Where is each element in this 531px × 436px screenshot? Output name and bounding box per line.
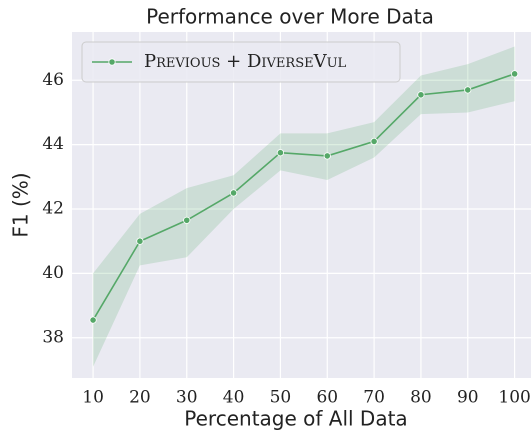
- y-tick-label: 38: [42, 327, 64, 347]
- x-tick-label: 50: [270, 388, 292, 408]
- legend-point: [108, 58, 116, 66]
- x-tick-label: 10: [82, 388, 104, 408]
- point: [136, 237, 144, 245]
- point: [323, 152, 331, 160]
- y-axis-label: F1 (%): [9, 172, 33, 237]
- point: [89, 316, 97, 324]
- point: [417, 91, 425, 99]
- y-tick-label: 46: [42, 70, 64, 90]
- x-tick-label: 20: [129, 388, 151, 408]
- y-tick-label: 42: [42, 199, 64, 219]
- y-tick-label: 40: [42, 263, 64, 283]
- legend-label: Previous + DiverseVul: [144, 51, 347, 72]
- x-tick-label: 70: [363, 388, 385, 408]
- x-tick-label: 80: [410, 388, 432, 408]
- y-tick-label: 44: [42, 134, 64, 154]
- x-tick-label: 40: [223, 388, 245, 408]
- x-tick-label: 30: [176, 388, 198, 408]
- x-tick-label: 60: [316, 388, 338, 408]
- point: [511, 70, 519, 78]
- legend-box: [81, 41, 401, 83]
- point: [183, 216, 191, 224]
- point: [370, 137, 378, 146]
- line: [92, 73, 515, 321]
- point: [276, 149, 285, 157]
- x-tick-label: 100: [498, 388, 530, 408]
- x-tick-label: 90: [457, 388, 479, 408]
- chart-title: Performance over More Data: [146, 5, 434, 29]
- plot-area: [72, 32, 531, 378]
- point: [229, 189, 238, 197]
- confidence-band: [93, 46, 515, 367]
- x-axis-label: Percentage of All Data: [184, 407, 407, 431]
- point: [464, 86, 472, 94]
